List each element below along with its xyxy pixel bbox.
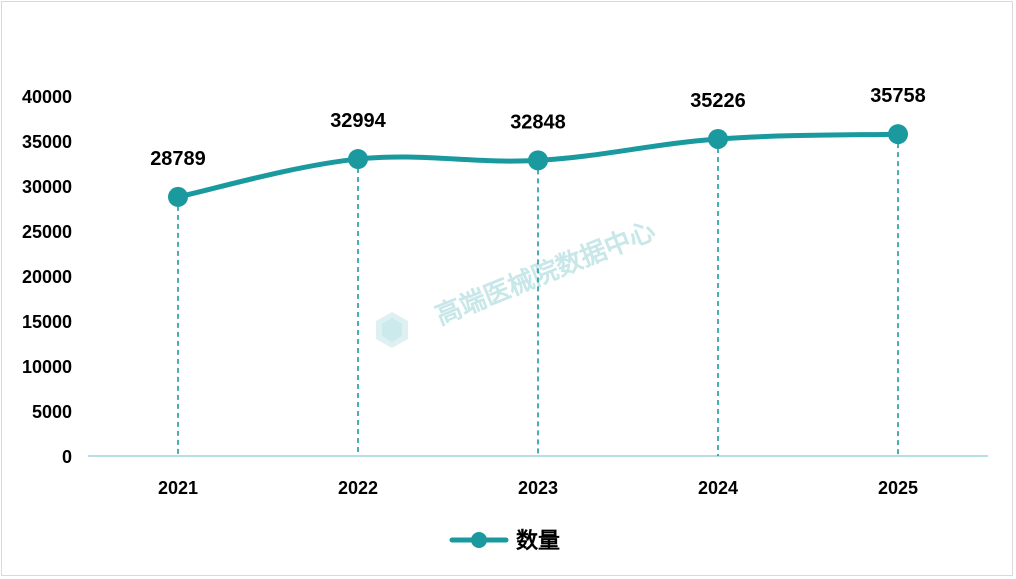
data-label: 32994 [330, 110, 386, 132]
legend: 数量 [449, 528, 560, 553]
x-tick-label: 2022 [338, 478, 378, 498]
y-tick-label: 0 [62, 447, 72, 467]
y-tick-label: 30000 [22, 177, 72, 197]
data-label: 28789 [150, 148, 206, 170]
y-tick-label: 10000 [22, 357, 72, 377]
y-tick-label: 40000 [22, 87, 72, 107]
watermark: 高端医械院数据中心 [376, 215, 660, 348]
data-point [528, 150, 548, 171]
data-labels: 28789 32994 32848 35226 35758 [150, 85, 926, 170]
y-tick-label: 25000 [22, 222, 72, 242]
hexagon-logo-icon [376, 312, 408, 348]
data-points [168, 124, 908, 207]
y-tick-label: 15000 [22, 312, 72, 332]
x-tick-label: 2023 [518, 478, 558, 498]
data-point [348, 149, 368, 170]
data-point [708, 128, 728, 149]
x-tick-label: 2021 [158, 478, 198, 498]
watermark-text: 高端医械院数据中心 [431, 215, 660, 331]
x-axis: 2021 2022 2023 2024 2025 [158, 478, 918, 498]
data-point [168, 186, 188, 207]
x-tick-label: 2024 [698, 478, 738, 498]
y-tick-label: 35000 [22, 132, 72, 152]
data-label: 32848 [510, 111, 566, 133]
legend-dot-marker [471, 532, 487, 548]
y-axis: 0 5000 10000 15000 20000 25000 30000 35000 40000 [22, 87, 72, 467]
data-label: 35758 [870, 85, 926, 107]
data-label: 35226 [690, 90, 746, 112]
x-tick-label: 2025 [878, 478, 918, 498]
y-tick-label: 5000 [32, 402, 72, 422]
data-point [888, 124, 908, 145]
legend-label: 数量 [516, 528, 560, 553]
drop-lines [177, 134, 899, 456]
y-tick-label: 20000 [22, 267, 72, 287]
